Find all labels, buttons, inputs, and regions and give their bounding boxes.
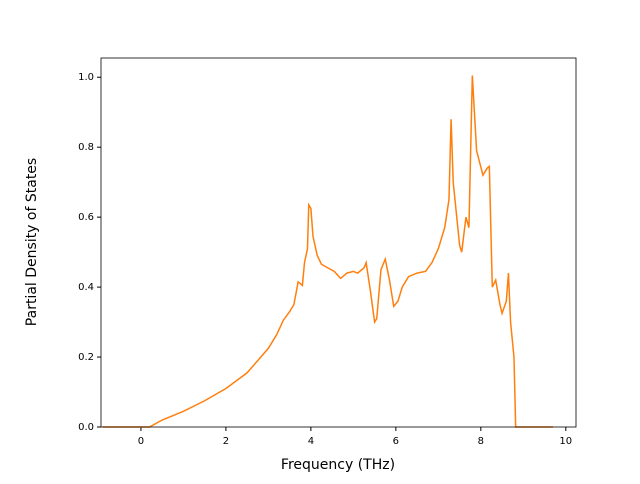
y-tick-label: 0.2 — [78, 352, 94, 363]
y-tick-label: 0.8 — [78, 142, 94, 153]
x-axis-label: Frequency (THz) — [281, 457, 395, 473]
x-tick-label: 6 — [393, 436, 399, 447]
y-tick-label: 0.4 — [78, 282, 94, 293]
x-tick-label: 0 — [138, 436, 144, 447]
x-tick-label: 8 — [478, 436, 484, 447]
x-tick-label: 2 — [223, 436, 229, 447]
y-axis-label: Partial Density of States — [24, 158, 40, 326]
plot-frame — [100, 57, 577, 428]
y-tick-label: 1.0 — [78, 72, 94, 83]
line — [102, 75, 554, 428]
x-tick-label: 4 — [308, 436, 314, 447]
y-tick-label: 0.0 — [78, 422, 94, 433]
y-tick-label: 0.6 — [78, 212, 94, 223]
x-tick-label: 10 — [559, 436, 572, 447]
